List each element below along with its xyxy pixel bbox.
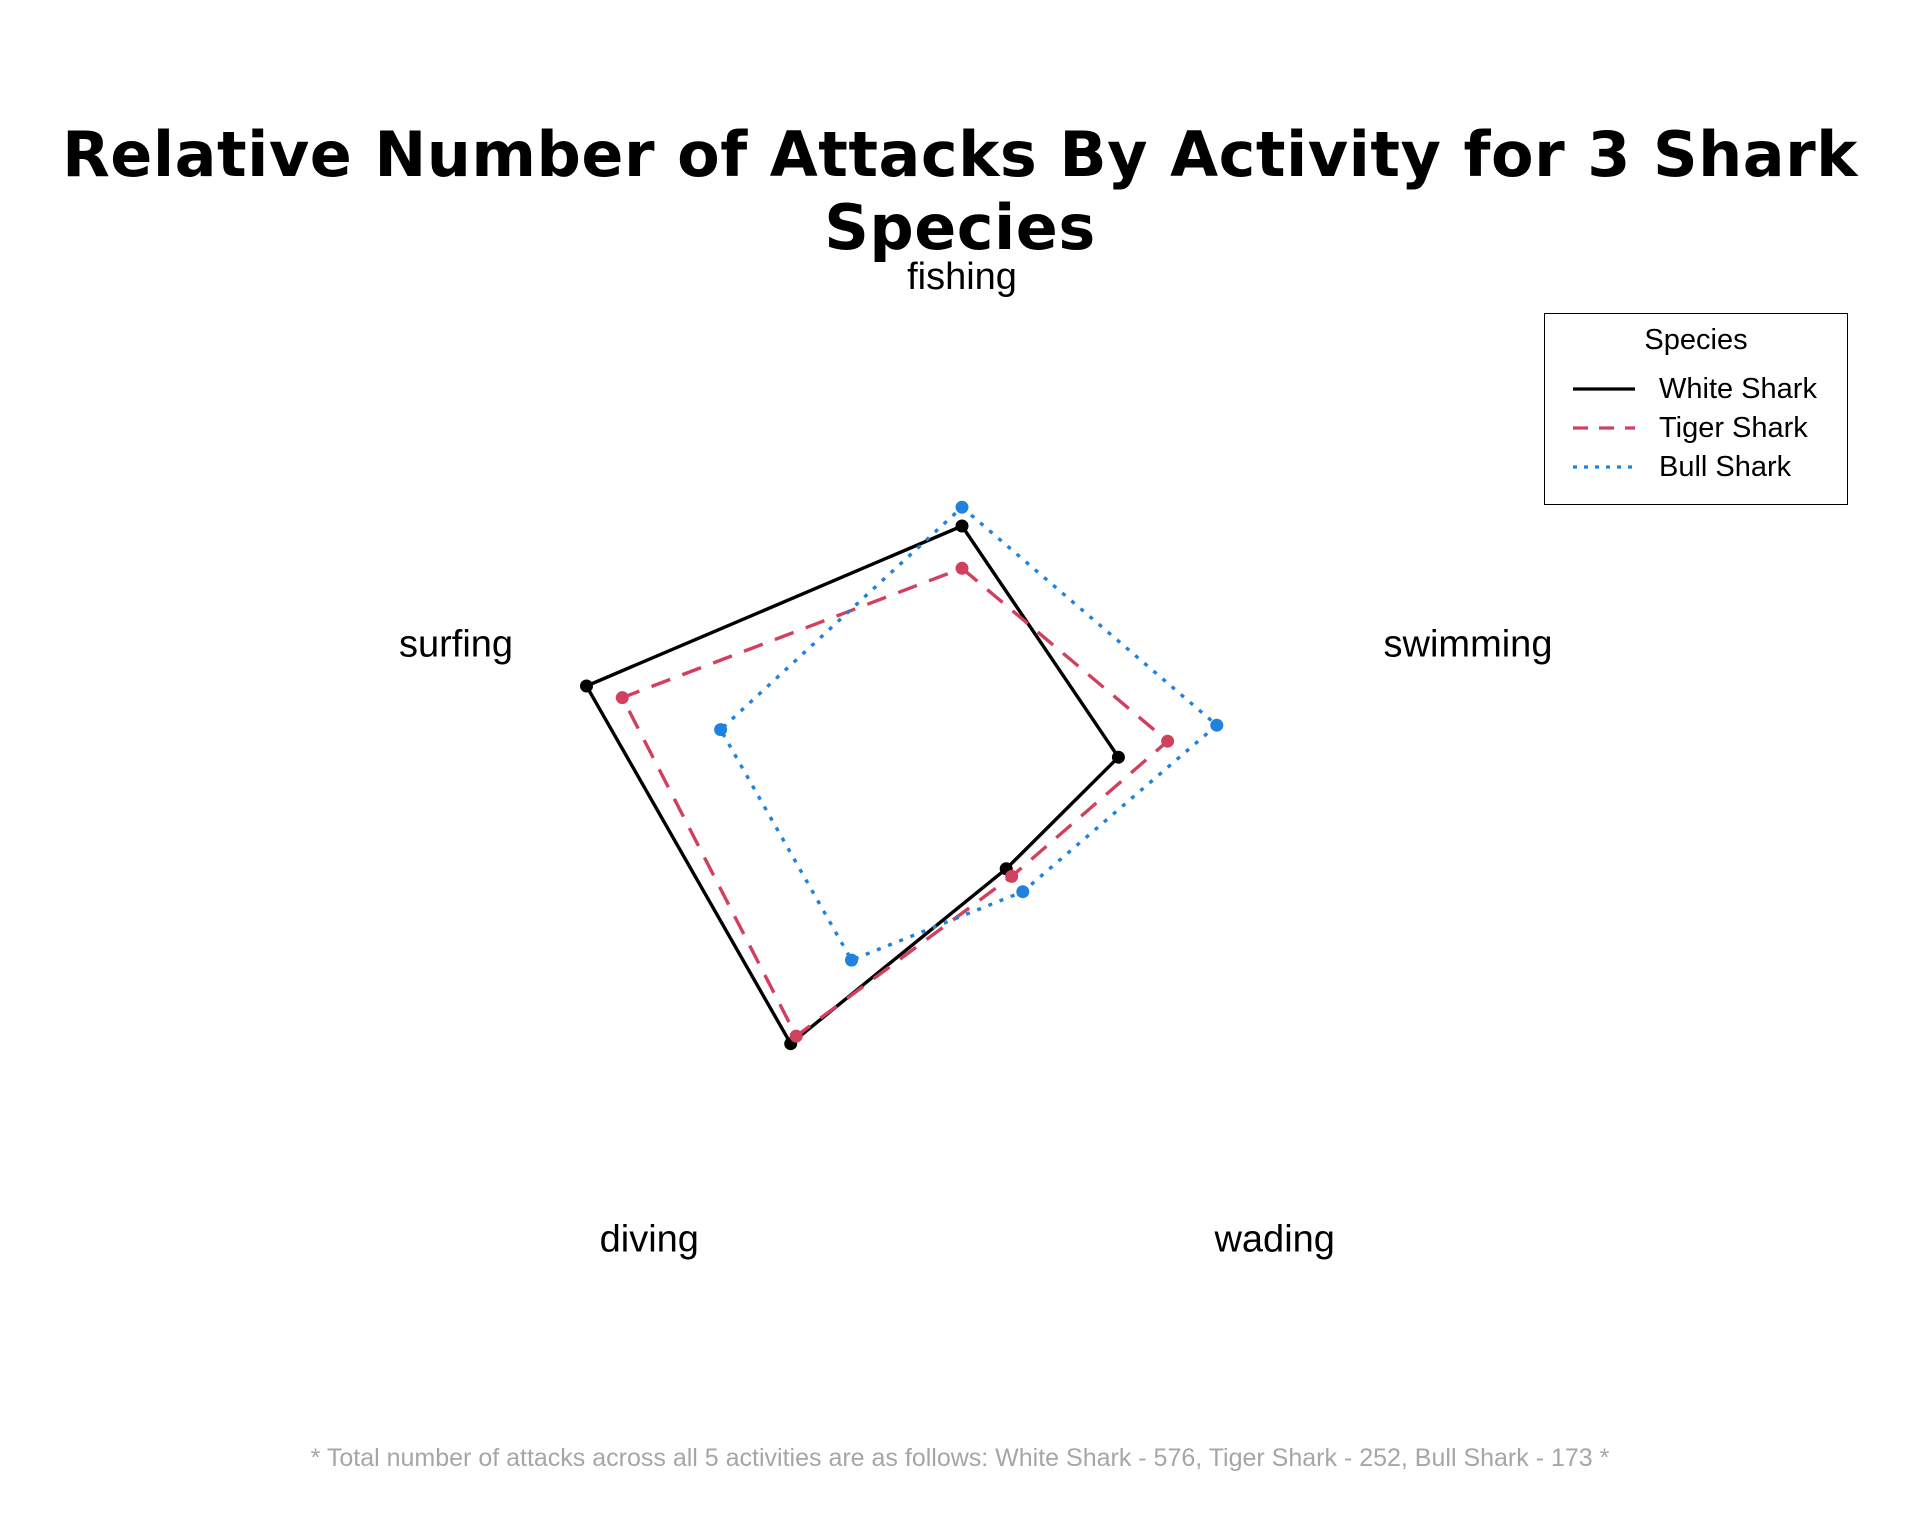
series-white-shark xyxy=(580,519,1125,1051)
axis-label-layer: fishing swimming wading diving surfing xyxy=(399,256,1552,1260)
series-line-bull-shark xyxy=(718,505,1219,962)
series-line-tiger-shark xyxy=(620,566,1170,1038)
axis-label-swimming: swimming xyxy=(1384,624,1553,666)
series-line-white-shark xyxy=(584,524,1121,1046)
legend-label-bull-shark: Bull Shark xyxy=(1659,451,1792,483)
point-bull-shark-fishing xyxy=(955,500,969,514)
point-bull-shark-swimming xyxy=(1210,718,1224,732)
point-white-shark-swimming xyxy=(1111,750,1125,764)
point-bull-shark-surfing xyxy=(714,723,728,737)
series-bull-shark xyxy=(714,500,1224,967)
legend-item-bull-shark: Bull Shark xyxy=(1569,450,1839,484)
legend-item-tiger-shark: Tiger Shark xyxy=(1569,411,1839,445)
point-tiger-shark-swimming xyxy=(1161,734,1175,748)
legend: Species White Shark Tiger Shark Bull Sha… xyxy=(1544,313,1848,505)
legend-swatch-tiger-shark xyxy=(1573,426,1635,430)
axis-label-surfing: surfing xyxy=(399,624,513,666)
footnote: * Total number of attacks across all 5 a… xyxy=(310,1444,1610,1472)
axis-label-fishing: fishing xyxy=(907,256,1017,298)
point-white-shark-fishing xyxy=(955,519,969,533)
legend-title: Species xyxy=(1644,324,1748,356)
point-tiger-shark-wading xyxy=(1005,869,1019,883)
point-tiger-shark-diving xyxy=(789,1029,803,1043)
point-white-shark-surfing xyxy=(580,679,593,693)
axis-label-wading: wading xyxy=(1213,1218,1334,1260)
legend-swatch-bull-shark xyxy=(1573,465,1635,469)
point-bull-shark-diving xyxy=(845,953,858,967)
axis-label-diving: diving xyxy=(600,1218,699,1260)
legend-label-white-shark: White Shark xyxy=(1659,373,1817,405)
point-tiger-shark-fishing xyxy=(955,561,969,575)
legend-swatch-white-shark xyxy=(1573,387,1635,391)
point-bull-shark-wading xyxy=(1016,885,1030,899)
point-tiger-shark-surfing xyxy=(615,691,629,705)
series-tiger-shark xyxy=(615,561,1175,1043)
legend-label-tiger-shark: Tiger Shark xyxy=(1659,412,1808,444)
chart-title: Relative Number of Attacks By Activity f… xyxy=(62,118,1858,264)
legend-item-white-shark: White Shark xyxy=(1569,372,1839,406)
series-layer xyxy=(580,500,1224,1051)
